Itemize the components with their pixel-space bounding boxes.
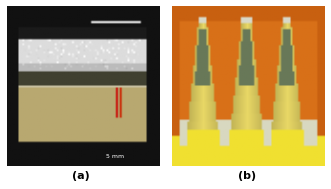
Text: (a): (a) (72, 171, 90, 181)
Text: (b): (b) (238, 171, 256, 181)
Text: 5 mm: 5 mm (107, 154, 124, 159)
